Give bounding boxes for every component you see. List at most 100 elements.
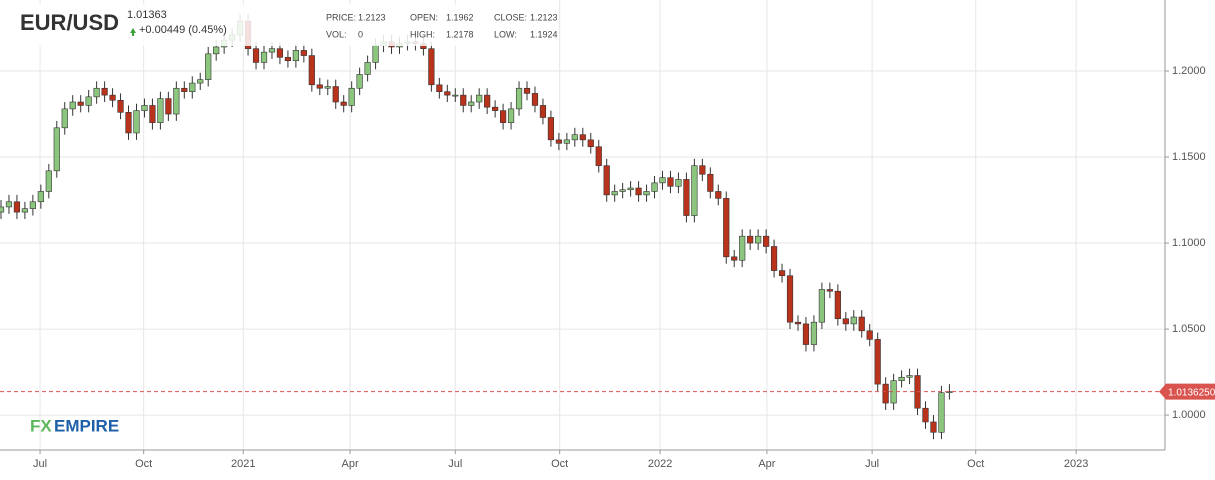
info-value: 1.2123: [358, 12, 386, 22]
y-tick-label: 1.2000: [1172, 65, 1206, 77]
candle-body: [29, 201, 36, 209]
candle-body: [731, 256, 738, 261]
header-bg: [14, 4, 534, 46]
candle-body: [555, 139, 562, 144]
candle-body: [930, 421, 937, 433]
candle-body: [324, 86, 331, 89]
candle-body: [460, 94, 467, 106]
candle-body: [786, 275, 794, 323]
candle-body: [149, 105, 156, 123]
candle-body: [356, 74, 363, 89]
candle-body: [611, 191, 618, 196]
candle-body: [922, 407, 929, 423]
x-tick-label: Jul: [448, 458, 462, 470]
candle-body: [21, 208, 29, 213]
change: +0.00449 (0.45%): [139, 24, 227, 36]
candle-body: [675, 179, 682, 187]
candle-body: [715, 191, 722, 199]
price-tag-bg: [1159, 383, 1215, 400]
candle-body: [101, 87, 108, 96]
candle-body: [818, 289, 825, 323]
candle-body: [898, 376, 905, 381]
candle-body: [61, 108, 68, 129]
candle-body: [667, 177, 674, 187]
candle-body: [643, 191, 650, 196]
candle-body: [635, 187, 642, 196]
candle-body: [539, 105, 547, 118]
candle-body: [181, 87, 188, 92]
candle-body: [651, 182, 658, 192]
candle-body: [523, 87, 531, 94]
candle-body: [205, 53, 212, 80]
candle-body: [197, 79, 204, 84]
candle-body: [834, 290, 841, 320]
candle-body: [810, 321, 818, 345]
candle-body: [866, 330, 873, 340]
up-arrow: [130, 28, 136, 36]
candle-body: [444, 91, 451, 96]
candle-body: [763, 235, 770, 247]
candle-body: [499, 110, 507, 123]
candle-body: [492, 106, 499, 111]
candle-body: [802, 323, 810, 345]
candle-body: [850, 316, 857, 325]
info-value: 0: [358, 29, 363, 39]
candle-body: [627, 187, 634, 191]
candle-body: [659, 177, 666, 184]
candle-body: [619, 189, 626, 192]
candle-body: [372, 44, 379, 63]
symbol-title: EUR/USD: [20, 10, 119, 35]
grid: [0, 0, 1165, 450]
candle-body: [739, 235, 746, 261]
candle-body: [141, 105, 148, 111]
candle-body: [5, 201, 13, 208]
candle-body: [213, 46, 220, 55]
candle-body: [484, 94, 491, 108]
candle-body: [93, 87, 100, 98]
candle-body: [69, 101, 76, 110]
x-tick-label: Apr: [342, 458, 359, 470]
candle-body: [260, 51, 268, 63]
candle-body: [531, 93, 539, 106]
candle-body: [882, 383, 889, 404]
candle-body: [109, 94, 116, 101]
brand-fx: FX: [30, 416, 52, 435]
info-label: LOW:: [494, 29, 517, 39]
candle-body: [340, 101, 347, 106]
candle-body: [452, 94, 459, 97]
candle-body: [906, 375, 913, 378]
info-label: HIGH:: [410, 29, 435, 39]
candle-body: [595, 146, 602, 166]
candle-body: [563, 139, 570, 144]
candle-body: [938, 392, 945, 433]
candle-body: [826, 289, 833, 292]
candle-body: [117, 99, 124, 113]
info-label: VOL:: [326, 29, 347, 39]
candle-body: [579, 134, 586, 141]
candle-body: [300, 50, 307, 56]
candle-body: [794, 321, 802, 325]
brand-empire: EMPIRE: [54, 416, 119, 435]
candle-body: [778, 270, 786, 277]
y-tick-label: 1.0000: [1172, 409, 1206, 421]
x-tick-label: Jul: [865, 458, 879, 470]
candle-body: [252, 48, 260, 63]
labels: 1.0000 1.0500 1.1000 1.1500 1.2000 Jul Oct 2021…: [0, 65, 1215, 470]
candle-body: [468, 101, 475, 106]
candle-body: [85, 96, 92, 106]
candle-body: [292, 50, 299, 62]
candle-body: [755, 235, 762, 244]
x-tick-label: Oct: [135, 458, 152, 470]
candle-body: [770, 246, 778, 271]
candle-body: [0, 206, 5, 213]
candles: [0, 14, 953, 440]
candle-body: [13, 201, 21, 213]
candle-body: [53, 127, 60, 172]
candle-body: [133, 110, 140, 134]
candle-body: [268, 48, 276, 53]
candle-body: [77, 101, 84, 106]
info-value: 1.2123: [530, 12, 558, 22]
candle-body: [276, 48, 284, 58]
